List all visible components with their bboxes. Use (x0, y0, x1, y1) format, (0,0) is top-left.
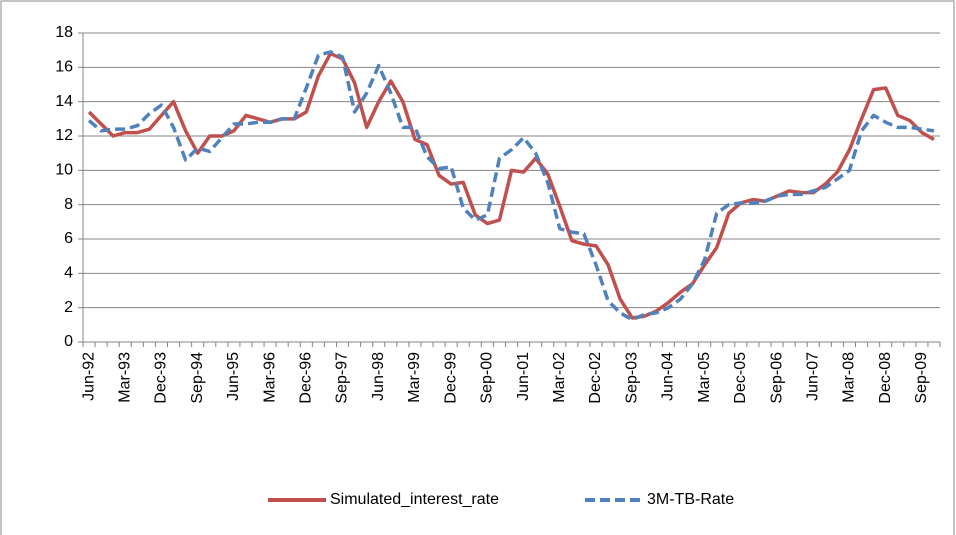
x-tick-label: Mar-08 (841, 352, 858, 403)
x-tick-label: Jun-92 (80, 352, 97, 401)
x-tick-label: Dec-99 (442, 352, 459, 404)
series-line (87, 51, 935, 320)
y-tick-label: 18 (55, 24, 73, 41)
x-tick-label: Sep-06 (768, 352, 785, 404)
x-tick-label: Mar-05 (696, 352, 713, 403)
x-tick-label: Jun-07 (804, 352, 821, 401)
x-tick-label: Sep-03 (623, 352, 640, 404)
x-tick-label: Jun-95 (225, 352, 242, 401)
y-tick-label: 12 (55, 127, 73, 144)
x-tick-label: Mar-96 (261, 352, 278, 403)
x-tick-label: Sep-94 (189, 352, 206, 404)
x-tick-label: Sep-00 (479, 352, 496, 404)
x-tick-label: Mar-02 (551, 352, 568, 403)
x-tick-label: Jun-01 (515, 352, 532, 401)
x-tick-label: Dec-93 (153, 352, 170, 404)
x-tick-label: Mar-93 (116, 352, 133, 403)
y-tick-label: 14 (55, 93, 73, 110)
x-tick-label: Mar-99 (406, 352, 423, 403)
y-tick-label: 8 (64, 196, 73, 213)
legend-label: 3M-TB-Rate (647, 491, 734, 508)
x-tick-label: Jun-98 (370, 352, 387, 401)
y-tick-label: 16 (55, 59, 73, 76)
x-tick-label: Jun-04 (660, 352, 677, 401)
y-tick-label: 6 (64, 230, 73, 247)
x-tick-label: Dec-05 (732, 352, 749, 404)
x-tick-label: Sep-09 (913, 352, 930, 404)
y-tick-label: 4 (64, 265, 73, 282)
x-tick-label: Sep-97 (334, 352, 351, 404)
y-tick-label: 10 (55, 162, 73, 179)
series-line (87, 50, 935, 322)
y-tick-label: 2 (64, 299, 73, 316)
x-tick-label: Dec-08 (877, 352, 894, 404)
legend-label: Simulated_interest_rate (330, 491, 499, 508)
x-tick-label: Dec-96 (298, 352, 315, 404)
x-tick-label: Dec-02 (587, 352, 604, 404)
y-tick-label: 0 (64, 333, 73, 350)
